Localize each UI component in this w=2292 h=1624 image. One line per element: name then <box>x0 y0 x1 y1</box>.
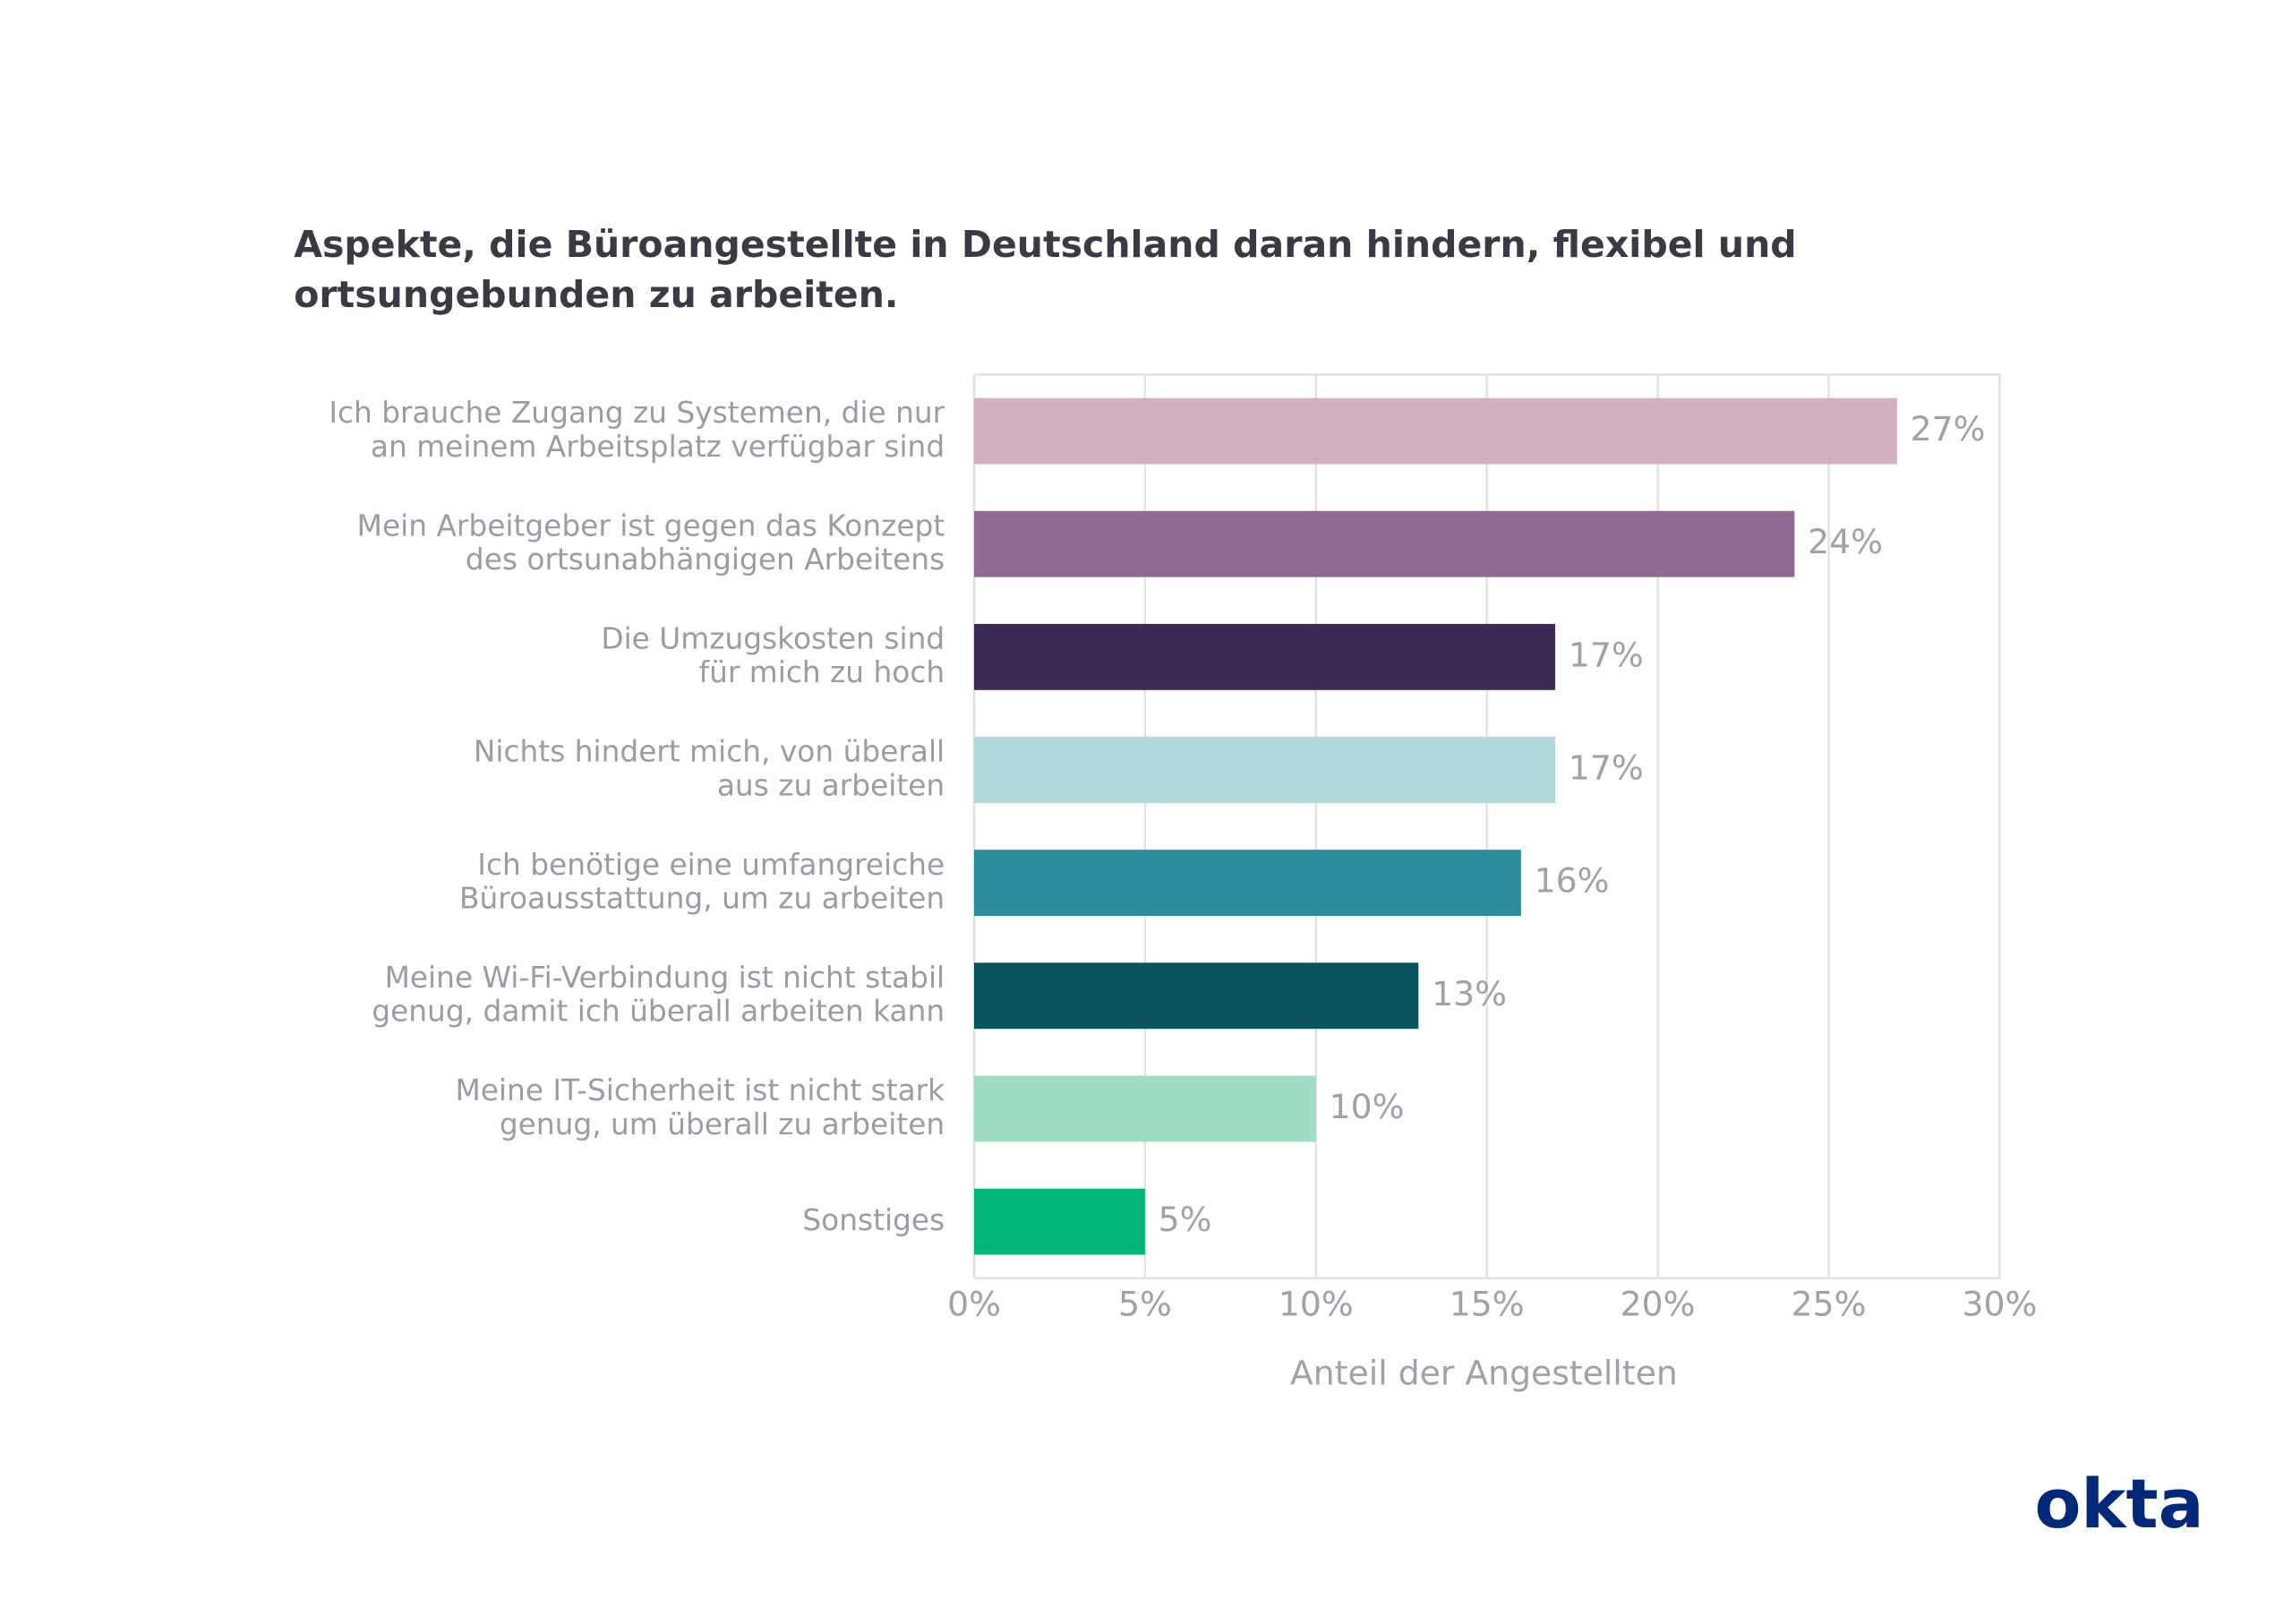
bar <box>974 1075 1316 1142</box>
x-tick-label: 5% <box>1118 1284 1172 1323</box>
bar <box>974 510 1795 577</box>
x-tick-label: 10% <box>1279 1284 1354 1323</box>
y-tick-label: Nichts hindert mich, von überall <box>474 735 945 769</box>
x-tick-label: 15% <box>1450 1284 1525 1323</box>
value-label: 5% <box>1159 1200 1212 1239</box>
x-tick-label: 25% <box>1792 1284 1867 1323</box>
y-tick-label: Mein Arbeitgeber ist gegen das Konzept <box>357 509 945 543</box>
x-tick-label: 0% <box>947 1284 1001 1323</box>
x-axis-label: Anteil der Angestellten <box>1290 1353 1678 1392</box>
value-label: 16% <box>1535 861 1610 901</box>
bar <box>974 1188 1145 1255</box>
title-box: Aspekte, die Büroangestellte in Deutschl… <box>294 223 1797 316</box>
y-tick-label: an meinem Arbeitsplatz verfügbar sind <box>371 430 945 464</box>
value-label: 13% <box>1432 974 1507 1013</box>
x-tick-label: 30% <box>1962 1284 2037 1323</box>
logo: okta <box>2034 1465 2203 1543</box>
y-tick-label: aus zu arbeiten <box>717 768 945 802</box>
bar <box>974 623 1556 690</box>
x-tick-label: 20% <box>1621 1284 1696 1323</box>
bar <box>974 397 1897 465</box>
y-tick-label: des ortsunabhängigen Arbeitens <box>466 543 945 577</box>
value-label: 10% <box>1330 1087 1405 1126</box>
y-tick-label: genug, um überall zu arbeiten <box>500 1107 945 1141</box>
y-tick-label: für mich zu hoch <box>699 655 945 689</box>
y-tick-label: Die Umzugskosten sind <box>601 621 945 655</box>
value-label: 17% <box>1569 635 1644 674</box>
value-label: 24% <box>1808 522 1883 561</box>
y-tick-label: Meine IT-Sicherheit ist nicht stark <box>455 1073 945 1107</box>
value-label: 17% <box>1569 748 1644 787</box>
bar <box>974 737 1556 803</box>
y-tick-label: Sonstiges <box>802 1203 945 1237</box>
y-tick-label: Ich brauche Zugang zu Systemen, die nur <box>329 396 945 430</box>
value-label: 27% <box>1911 409 1986 449</box>
y-tick-label: genug, damit ich überall arbeiten kann <box>372 995 945 1029</box>
y-tick-label: Büroausstattung, um zu arbeiten <box>459 881 945 915</box>
y-tick-label: Ich benötige eine umfangreiche <box>477 848 945 882</box>
bar <box>974 850 1521 917</box>
y-tick-label: Meine Wi-Fi-Verbindung ist nicht stabil <box>385 961 945 995</box>
bar <box>974 962 1419 1030</box>
chart-title: Aspekte, die Büroangestellte in Deutschl… <box>294 223 1797 316</box>
